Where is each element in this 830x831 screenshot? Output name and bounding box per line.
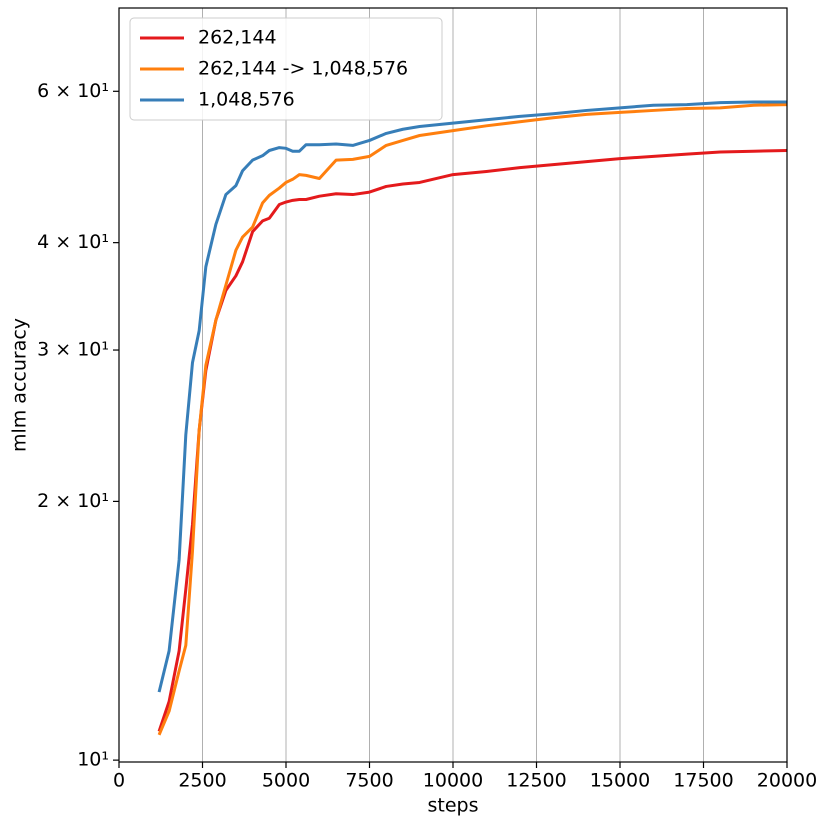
x-tick-label: 7500 (345, 770, 393, 792)
data-line (157, 100, 787, 693)
y-tick-label: 10¹ (77, 749, 109, 771)
x-tick-label: 2500 (178, 770, 226, 792)
legend: 262,144 262,144 -> 1,048,576 1,048,576 (129, 17, 443, 121)
x-axis-label: steps (428, 795, 479, 817)
y-tick-label: 3 × 10¹ (37, 339, 109, 361)
x-tick-label: 0 (113, 770, 125, 792)
x-tick-label: 17500 (673, 770, 733, 792)
data-line (157, 103, 788, 736)
y-axis-label: mlm accuracy (9, 318, 31, 452)
legend-box (129, 17, 443, 121)
x-tick-label: 12500 (506, 770, 566, 792)
legend-label: 262,144 (198, 27, 277, 49)
plot-lines (157, 100, 788, 736)
x-tick-label: 5000 (262, 770, 310, 792)
legend-label: 262,144 -> 1,048,576 (198, 58, 408, 80)
x-tick-label: 15000 (590, 770, 650, 792)
legend-label: 1,048,576 (198, 89, 295, 111)
y-tick-label: 2 × 10¹ (37, 490, 109, 512)
x-tick-label: 20000 (757, 770, 817, 792)
plot-frame (118, 7, 788, 763)
x-tick-label: 10000 (423, 770, 483, 792)
y-tick-label: 6 × 10¹ (37, 80, 109, 102)
y-tick-label: 4 × 10¹ (37, 231, 109, 253)
data-line (157, 149, 788, 732)
